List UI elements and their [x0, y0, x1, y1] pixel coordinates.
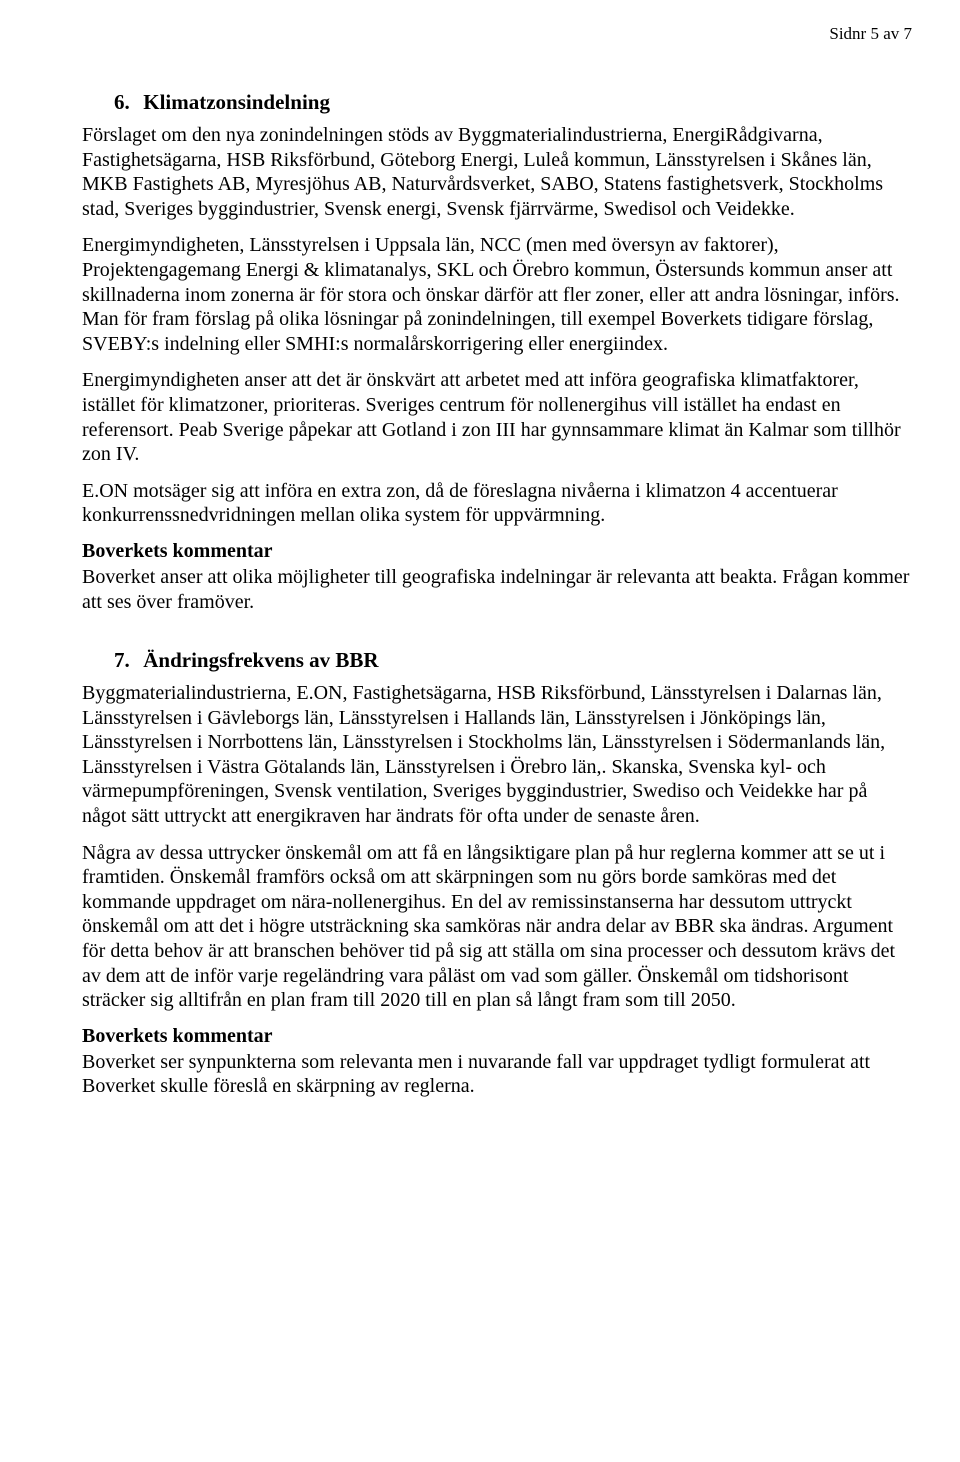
section-7-comment-heading: Boverkets kommentar [82, 1025, 912, 1048]
section-7-heading: 7. Ändringsfrekvens av BBR [82, 648, 912, 673]
section-6-paragraph-1: Förslaget om den nya zonindelningen stöd… [82, 123, 912, 221]
section-7-number: 7. [114, 648, 138, 673]
section-7-comment-body: Boverket ser synpunkterna som relevanta … [82, 1050, 912, 1099]
page-number: Sidnr 5 av 7 [829, 24, 912, 44]
section-spacer [82, 626, 912, 648]
section-6-comment-heading: Boverkets kommentar [82, 540, 912, 563]
section-6-paragraph-3: Energimyndigheten anser att det är önskv… [82, 368, 912, 466]
section-6-comment-body: Boverket anser att olika möjligheter til… [82, 565, 912, 614]
section-7-paragraph-2: Några av dessa uttrycker önskemål om att… [82, 841, 912, 1013]
page-content: 6. Klimatzonsindelning Förslaget om den … [82, 90, 912, 1099]
section-6-heading: 6. Klimatzonsindelning [82, 90, 912, 115]
section-6-paragraph-4: E.ON motsäger sig att införa en extra zo… [82, 479, 912, 528]
section-6-number: 6. [114, 90, 138, 115]
section-6-title: Klimatzonsindelning [143, 90, 330, 114]
section-7-paragraph-1: Byggmaterialindustrierna, E.ON, Fastighe… [82, 681, 912, 829]
section-6-paragraph-2: Energimyndigheten, Länsstyrelsen i Uppsa… [82, 233, 912, 356]
document-page: Sidnr 5 av 7 6. Klimatzonsindelning Förs… [0, 0, 960, 1462]
section-7-title: Ändringsfrekvens av BBR [143, 648, 378, 672]
